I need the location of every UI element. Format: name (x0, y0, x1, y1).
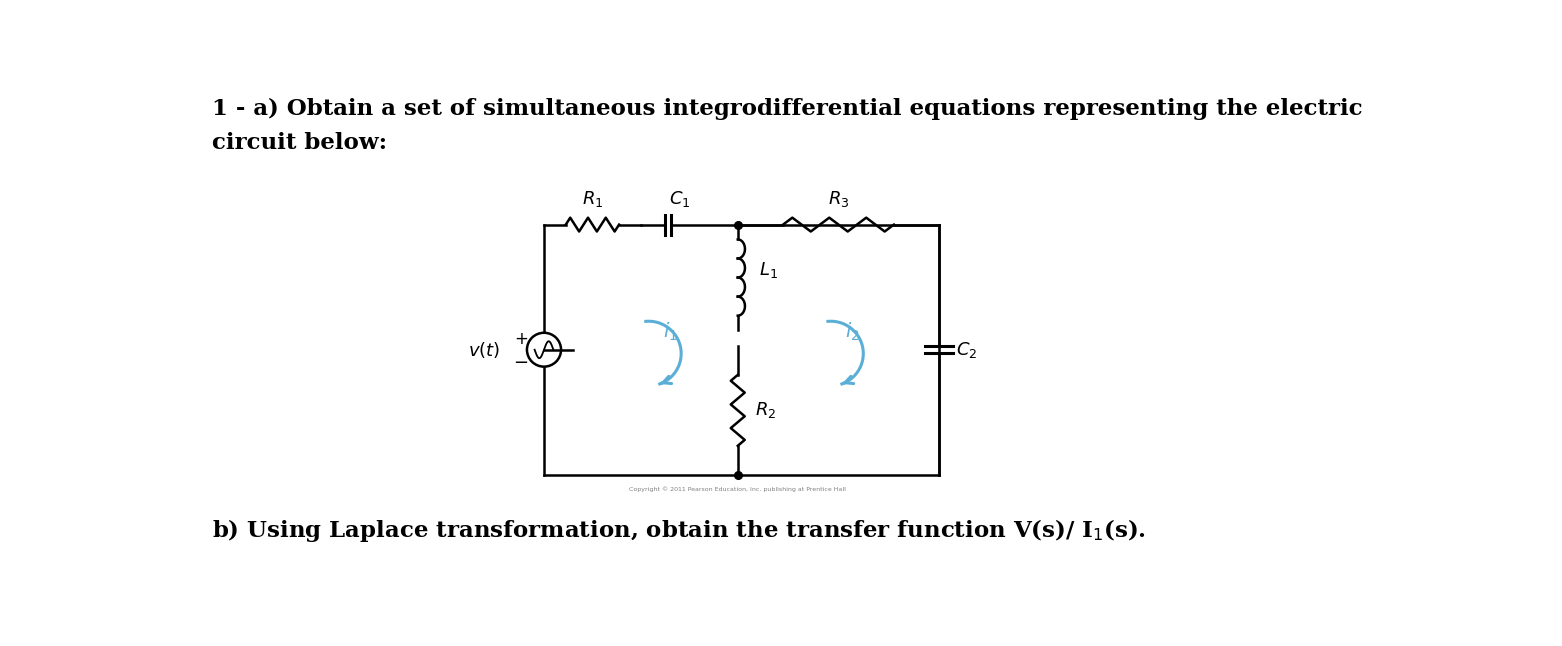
Text: 1 - a) Obtain a set of simultaneous integrodifferential equations representing t: 1 - a) Obtain a set of simultaneous inte… (212, 98, 1364, 120)
Text: $R_2$: $R_2$ (754, 401, 776, 421)
Text: Copyright © 2011 Pearson Education, Inc. publishing at Prentice Hall: Copyright © 2011 Pearson Education, Inc.… (629, 486, 847, 492)
Text: $R_3$: $R_3$ (828, 189, 850, 209)
Text: $L_1$: $L_1$ (759, 260, 778, 280)
Text: −: − (514, 354, 528, 372)
Text: $C_1$: $C_1$ (669, 189, 690, 209)
Text: circuit below:: circuit below: (212, 132, 387, 154)
Text: +: + (514, 330, 528, 348)
Text: $v(t)$: $v(t)$ (467, 340, 500, 360)
Text: $i_1$: $i_1$ (662, 321, 678, 343)
Text: $R_1$: $R_1$ (581, 189, 603, 209)
Text: b) Using Laplace transformation, obtain the transfer function V(s)/ I$_1$(s).: b) Using Laplace transformation, obtain … (212, 517, 1147, 544)
Text: $C_2$: $C_2$ (956, 340, 978, 360)
Text: $i_2$: $i_2$ (845, 321, 859, 343)
